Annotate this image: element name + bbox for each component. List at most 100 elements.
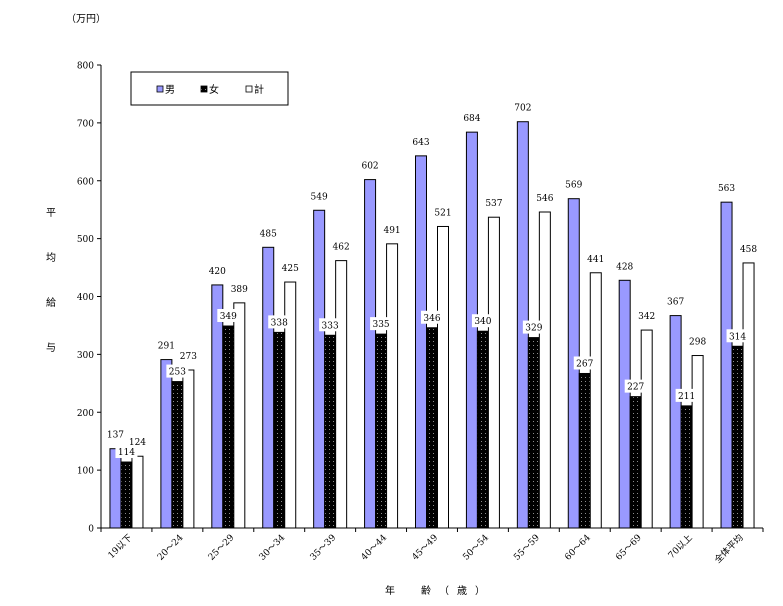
data-label-bg	[217, 309, 240, 323]
data-label-female: 333	[322, 321, 339, 331]
data-label-female: 114	[118, 448, 135, 458]
bars	[109, 121, 755, 529]
x-tick-label: 20～24	[156, 533, 186, 563]
data-label-bg	[522, 320, 545, 334]
data-label-male: 428	[616, 262, 633, 272]
y-tick-label: 700	[77, 119, 94, 129]
data-label-male: 137	[107, 431, 124, 441]
bar-total	[589, 272, 602, 529]
bar-female	[375, 333, 388, 529]
bar-male	[109, 448, 122, 529]
y-axis-title-char: 均	[46, 252, 56, 264]
x-tick-label: 全体平均	[712, 532, 746, 566]
x-tick-label: 35～39	[309, 533, 339, 563]
bar-male	[160, 359, 173, 529]
data-label-female: 349	[220, 312, 237, 322]
data-label-male: 549	[311, 192, 328, 202]
legend-label-female: 女	[209, 83, 219, 96]
data-label-bg	[268, 315, 291, 329]
y-axis-title-char: 与	[46, 342, 56, 354]
y-tick-label: 0	[88, 525, 94, 535]
data-label-total: 458	[740, 245, 757, 255]
y-tick-label: 200	[77, 409, 94, 419]
data-label-male: 563	[718, 184, 735, 194]
bar-total	[131, 455, 144, 529]
x-axis: 19以下 20～24 25～29 30～34 35～39 40～44 45～49 50～54 5…	[100, 527, 764, 566]
bar-female	[578, 372, 591, 529]
bar-total	[284, 281, 297, 529]
data-label-female: 340	[474, 317, 491, 327]
data-label-male: 643	[412, 138, 429, 148]
data-label-total: 537	[485, 199, 502, 209]
x-tick-label: 30～34	[258, 533, 288, 563]
data-label-bg	[624, 379, 647, 393]
data-label-female: 335	[372, 320, 389, 330]
bar-total	[742, 262, 755, 529]
bar-female	[731, 345, 744, 529]
x-tick-label: 40～44	[360, 533, 390, 563]
data-label-total: 441	[587, 255, 604, 265]
bar-male	[262, 246, 275, 529]
data-label-bg	[471, 314, 494, 328]
data-label-male: 702	[514, 104, 531, 114]
data-label-bg	[166, 364, 189, 378]
data-label-total: 342	[638, 312, 655, 322]
unit-label: （万円）	[66, 13, 106, 25]
y-tick-label: 100	[77, 467, 94, 477]
x-tick-label: 65～69	[614, 533, 644, 563]
x-tick-label: 25～29	[207, 533, 237, 563]
data-label-bg	[675, 388, 698, 402]
legend-swatch-total	[245, 85, 253, 93]
data-label-male: 485	[260, 229, 277, 239]
data-label-female: 253	[169, 368, 186, 378]
data-label-bg	[370, 317, 393, 331]
data-label-total: 462	[333, 243, 350, 253]
bar-female	[222, 325, 235, 529]
bar-total	[487, 216, 500, 529]
bar-male	[618, 279, 631, 529]
bar-total	[691, 355, 704, 529]
bar-male	[364, 179, 377, 529]
y-axis-title-char: 給	[46, 296, 56, 309]
x-tick-label: 55～59	[512, 533, 542, 563]
x-tick-label: 19以下	[107, 533, 135, 561]
data-label-female: 227	[627, 383, 644, 393]
data-label-total: 546	[536, 194, 553, 204]
data-label-male: 684	[463, 114, 480, 124]
y-tick-label: 300	[77, 351, 94, 361]
data-label-female: 329	[525, 324, 542, 334]
bar-total	[233, 302, 246, 529]
legend-label-total: 計	[254, 83, 264, 96]
data-label-total: 273	[180, 352, 197, 362]
x-axis-title: 年 齢（歳）	[385, 584, 493, 597]
bar-female	[527, 337, 540, 529]
bar-male	[669, 315, 682, 529]
legend-swatch-male	[156, 85, 164, 93]
data-label-male: 602	[361, 162, 378, 172]
data-label-female: 346	[423, 314, 440, 324]
data-label-total: 521	[434, 208, 451, 218]
data-label-total: 298	[689, 338, 706, 348]
x-tick-label: 60～64	[563, 533, 593, 563]
data-label-male: 291	[158, 342, 175, 352]
bar-total	[437, 225, 449, 529]
legend-label-male: 男	[165, 84, 175, 96]
y-tick-label: 400	[77, 293, 94, 303]
data-label-male: 367	[667, 298, 684, 308]
bar-female	[426, 327, 438, 529]
bar-total	[182, 369, 195, 529]
bar-male	[415, 155, 427, 529]
data-label-female: 314	[729, 332, 746, 342]
data-label-female: 267	[576, 359, 593, 369]
bar-total	[335, 260, 348, 529]
data-label-bg	[319, 318, 342, 332]
bar-female	[629, 396, 642, 529]
bar-male	[465, 131, 478, 529]
bar-total	[538, 211, 551, 529]
legend: 男 女 計	[130, 71, 289, 106]
bar-female	[324, 334, 337, 529]
y-tick-label: 500	[77, 235, 94, 245]
